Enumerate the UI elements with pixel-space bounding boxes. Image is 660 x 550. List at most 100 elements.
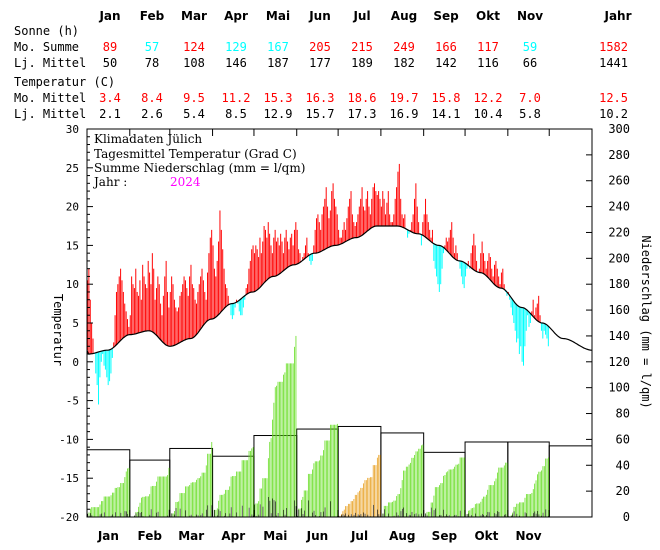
cumulative-precip-bar bbox=[426, 511, 428, 517]
month-label: Sep bbox=[432, 529, 458, 543]
cumulative-precip-bar bbox=[532, 489, 534, 517]
right-tick-label: 0 bbox=[623, 510, 630, 524]
daily-precip-bar bbox=[196, 514, 198, 517]
stats-cell: 129 bbox=[225, 40, 247, 54]
stats-cell: 5.4 bbox=[183, 107, 205, 121]
warm-day-bar bbox=[375, 191, 377, 227]
cumulative-precip-bar bbox=[523, 502, 525, 517]
cold-day-bar bbox=[104, 350, 106, 370]
right-tick-label: 220 bbox=[608, 225, 630, 239]
warm-day-bar bbox=[278, 245, 280, 274]
cumulative-precip-bar bbox=[361, 487, 363, 517]
warm-day-bar bbox=[503, 284, 505, 290]
cumulative-precip-bar bbox=[139, 502, 141, 517]
cumulative-precip-bar bbox=[397, 494, 399, 517]
warm-day-bar bbox=[362, 206, 364, 235]
cold-day-bar bbox=[310, 254, 312, 265]
cumulative-precip-bar bbox=[295, 335, 297, 517]
warm-day-bar bbox=[382, 191, 384, 226]
stats-month-header: Apr bbox=[224, 9, 248, 23]
warm-day-bar bbox=[287, 241, 289, 268]
cold-day-bar bbox=[511, 299, 513, 316]
daily-precip-bar bbox=[252, 515, 254, 517]
left-tick-label: -15 bbox=[59, 472, 79, 485]
cold-day-bar bbox=[509, 295, 511, 300]
cumulative-precip-bar bbox=[105, 496, 106, 517]
warm-day-bar bbox=[205, 299, 207, 322]
cumulative-precip-bar bbox=[136, 511, 138, 517]
stats-cell: 205 bbox=[309, 40, 331, 54]
daily-precip-bar bbox=[223, 515, 225, 517]
cumulative-precip-bar bbox=[422, 444, 424, 517]
stats-month-header: Feb bbox=[140, 9, 165, 23]
cold-day-bar bbox=[234, 302, 236, 308]
warm-day-bar bbox=[183, 276, 185, 341]
daily-precip-bar bbox=[139, 512, 141, 517]
cumulative-precip-bar bbox=[221, 494, 222, 517]
daily-precip-bar bbox=[421, 513, 422, 517]
stats-cell: 189 bbox=[351, 56, 373, 70]
cumulative-precip-bar bbox=[476, 503, 478, 517]
cumulative-precip-bar bbox=[537, 474, 538, 517]
cumulative-precip-bar bbox=[312, 469, 313, 517]
daily-precip-bar bbox=[359, 515, 360, 517]
cumulative-precip-bar bbox=[403, 470, 404, 517]
cumulative-precip-bar bbox=[223, 493, 225, 517]
stats-year-value: 1441 bbox=[599, 56, 628, 70]
warm-day-bar bbox=[327, 206, 329, 248]
daily-precip-bar bbox=[516, 513, 518, 517]
cumulative-precip-bar bbox=[204, 472, 206, 517]
daily-precip-bar bbox=[225, 513, 226, 517]
cumulative-precip-bar bbox=[187, 486, 189, 517]
left-tick-label: 30 bbox=[66, 123, 79, 136]
daily-precip-bar bbox=[406, 513, 407, 517]
cumulative-precip-bar bbox=[477, 503, 479, 517]
warm-day-bar bbox=[124, 303, 126, 337]
right-tick-label: 60 bbox=[616, 432, 630, 446]
warm-day-bar bbox=[216, 260, 218, 316]
stats-cell: 167 bbox=[267, 40, 289, 54]
daily-precip-bar bbox=[135, 513, 137, 517]
cold-day-bar bbox=[524, 308, 526, 347]
cold-day-bar bbox=[231, 303, 233, 320]
warm-day-bar bbox=[219, 210, 221, 313]
warm-day-bar bbox=[404, 214, 406, 229]
warm-day-bar bbox=[91, 323, 93, 354]
warm-day-bar bbox=[380, 206, 382, 226]
right-axis-label: Niederschlag (mm = l/qm) bbox=[639, 235, 653, 408]
cumulative-precip-bar bbox=[415, 451, 417, 517]
stats-cell: 108 bbox=[183, 56, 205, 70]
daily-precip-bar bbox=[284, 514, 286, 517]
cumulative-precip-bar bbox=[494, 481, 496, 517]
warm-day-bar bbox=[292, 245, 294, 265]
cold-day-bar bbox=[520, 307, 522, 347]
warm-day-bar bbox=[452, 237, 454, 258]
cold-day-bar bbox=[95, 352, 97, 374]
daily-precip-bar bbox=[535, 513, 537, 517]
cold-day-bar bbox=[106, 350, 108, 378]
stats-cell: 66 bbox=[523, 56, 537, 70]
warm-day-bar bbox=[138, 295, 140, 333]
daily-precip-bar bbox=[268, 496, 269, 517]
warm-day-bar bbox=[248, 268, 250, 293]
left-tick-label: 25 bbox=[66, 162, 79, 175]
cumulative-precip-bar bbox=[538, 471, 540, 517]
cumulative-precip-bar bbox=[266, 478, 268, 517]
right-tick-label: 200 bbox=[608, 251, 630, 265]
cumulative-precip-bar bbox=[186, 486, 188, 517]
cumulative-precip-bar bbox=[233, 476, 235, 517]
cold-day-bar bbox=[437, 245, 439, 285]
stats-cell: 8.5 bbox=[225, 107, 247, 121]
cumulative-precip-bar bbox=[480, 501, 482, 517]
warm-day-bar bbox=[222, 249, 224, 310]
cumulative-precip-bar bbox=[158, 476, 160, 517]
cumulative-precip-bar bbox=[251, 448, 253, 517]
daily-precip-bar bbox=[87, 513, 88, 517]
daily-precip-bar bbox=[524, 512, 526, 517]
warm-day-bar bbox=[164, 276, 166, 345]
cumulative-precip-bar bbox=[535, 480, 537, 517]
cold-day-bar bbox=[459, 260, 461, 269]
daily-precip-bar bbox=[504, 514, 505, 517]
cold-day-bar bbox=[110, 349, 112, 374]
warm-day-bar bbox=[142, 264, 144, 332]
